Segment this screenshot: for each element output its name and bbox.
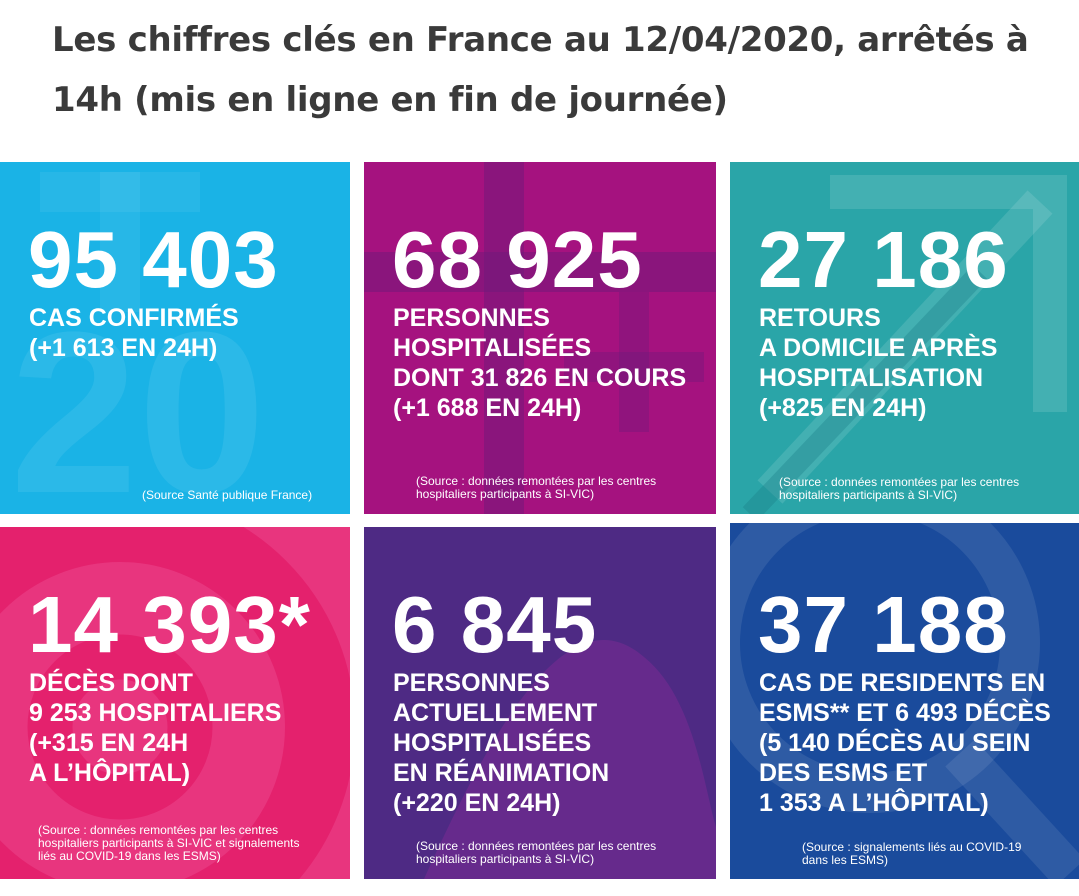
stat-description: PERSONNES ACTUELLEMENT HOSPITALISÉES EN … xyxy=(393,668,609,818)
stat-description: DÉCÈS DONT 9 253 HOSPITALIERS (+315 EN 2… xyxy=(29,668,281,788)
stat-description: PERSONNES HOSPITALISÉES DONT 31 826 EN C… xyxy=(393,303,686,423)
stat-tile-returned-home: 27 186 RETOURS A DOMICILE APRÈS HOSPITAL… xyxy=(730,162,1079,514)
stat-source: (Source Santé publique France) xyxy=(142,488,313,502)
background-digits-graphic: 20 xyxy=(10,172,266,514)
stat-line: DONT 31 826 EN COURS xyxy=(393,364,687,392)
stat-tile-intensive-care: 6 845 PERSONNES ACTUELLEMENT HOSPITALISÉ… xyxy=(364,527,716,879)
stat-line: PERSONNES xyxy=(393,669,550,697)
stat-description: CAS DE RESIDENTS EN ESMS** ET 6 493 DÉCÈ… xyxy=(759,668,1051,818)
stat-tile-esms-residents: 37 188 CAS DE RESIDENTS EN ESMS** ET 6 4… xyxy=(730,523,1079,879)
background-cross-graphic xyxy=(364,162,716,514)
stat-tile-hospitalised: 68 925 PERSONNES HOSPITALISÉES DONT 31 8… xyxy=(364,162,716,514)
stat-line: (+1 688 EN 24H) xyxy=(393,394,582,422)
stat-line: HOSPITALISÉES xyxy=(393,729,592,757)
stat-line: (5 140 DÉCÈS AU SEIN xyxy=(759,729,1031,757)
stat-line: 1 353 A L’HÔPITAL) xyxy=(759,789,989,817)
stat-number: 37 188 xyxy=(758,580,1009,669)
background-arrow-graphic xyxy=(742,175,1067,514)
stat-line: (+315 EN 24H xyxy=(29,729,189,757)
stat-line: EN RÉANIMATION xyxy=(393,759,610,787)
stat-line: CAS CONFIRMÉS xyxy=(29,304,239,332)
stat-line: 9 253 HOSPITALIERS xyxy=(29,699,282,727)
stat-line: A DOMICILE APRÈS xyxy=(759,334,998,362)
stat-tile-deaths: 14 393* DÉCÈS DONT 9 253 HOSPITALIERS (+… xyxy=(0,527,350,879)
stat-line: (+825 EN 24H) xyxy=(759,394,927,422)
stat-line: A L’HÔPITAL) xyxy=(29,759,191,787)
stat-source: (Source : données remontées par les cent… xyxy=(779,475,1020,502)
stat-line: CAS DE RESIDENTS EN xyxy=(759,669,1046,697)
stat-description: CAS CONFIRMÉS (+1 613 EN 24H) xyxy=(29,303,239,363)
background-wave-graphic xyxy=(424,639,716,879)
svg-text:20: 20 xyxy=(10,284,266,514)
stat-line: DÉCÈS DONT xyxy=(29,669,193,697)
stat-line: ESMS** ET 6 493 DÉCÈS xyxy=(759,699,1051,727)
background-circle-graphic xyxy=(0,527,350,879)
stat-line: (+220 EN 24H) xyxy=(393,789,561,817)
stat-line: HOSPITALISÉES xyxy=(393,334,592,362)
page-title: Les chiffres clés en France au 12/04/202… xyxy=(52,20,1029,120)
stat-source: (Source : données remontées par les cent… xyxy=(416,839,657,866)
stat-source: (Source : données remontées par les cent… xyxy=(38,823,300,863)
stat-line: PERSONNES xyxy=(393,304,550,332)
stat-description: RETOURS A DOMICILE APRÈS HOSPITALISATION… xyxy=(759,303,997,423)
stat-line: ACTUELLEMENT xyxy=(393,699,598,727)
stat-tile-confirmed-cases: 20 95 403 CAS CONFIRMÉS (+1 613 EN 24H) … xyxy=(0,162,350,514)
stat-source: (Source : données remontées par les cent… xyxy=(416,474,657,501)
stat-number: 27 186 xyxy=(758,215,1009,304)
stat-line: (+1 613 EN 24H) xyxy=(29,334,218,362)
stat-source: (Source : signalements liés au COVID-19 … xyxy=(802,840,1022,867)
stat-line: RETOURS xyxy=(759,304,881,332)
background-magnifier-graphic xyxy=(730,523,1079,879)
stat-number: 95 403 xyxy=(28,215,279,304)
stat-number: 68 925 xyxy=(392,215,643,304)
stat-number: 14 393* xyxy=(28,580,311,669)
stat-line: HOSPITALISATION xyxy=(759,364,984,392)
stat-line: DES ESMS ET xyxy=(759,759,928,787)
stat-number: 6 845 xyxy=(392,580,598,669)
